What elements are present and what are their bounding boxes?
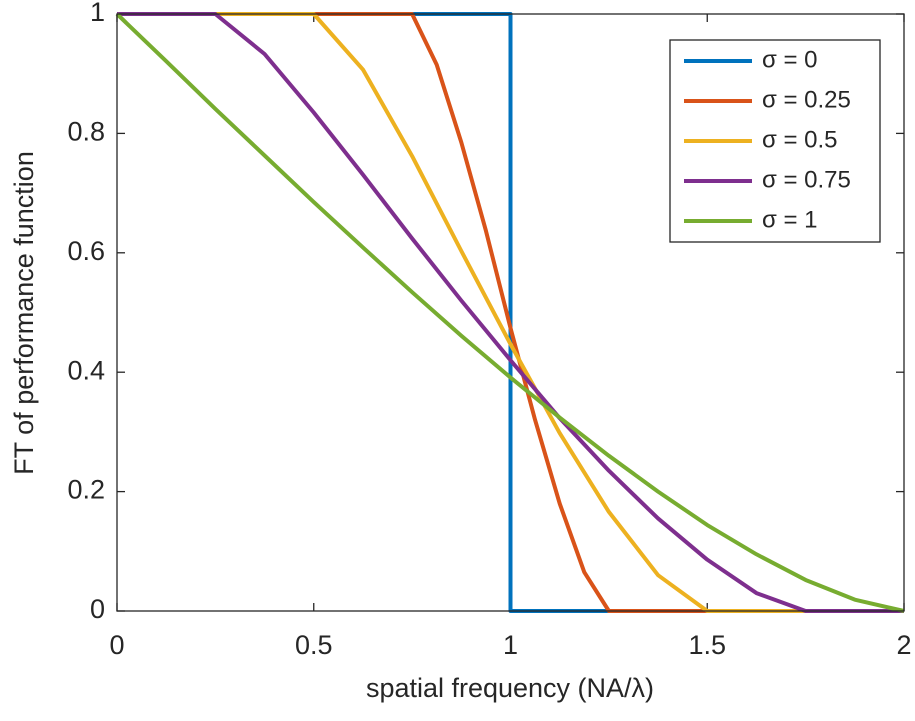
y-tick-label: 0.2 — [67, 475, 105, 505]
y-tick-label: 0.4 — [67, 355, 105, 385]
y-axis-label: FT of performance function — [9, 151, 39, 475]
y-tick-label: 0.8 — [67, 117, 105, 147]
legend-label: σ = 1 — [762, 206, 818, 233]
series-line — [117, 12, 904, 613]
x-tick-label: 2 — [896, 630, 911, 660]
legend: σ = 0 σ = 0.25 σ = 0.5 σ = 0.75 σ = 1 — [669, 39, 881, 243]
legend-label: σ = 0.25 — [762, 86, 851, 113]
y-tick-label: 0.6 — [67, 236, 105, 266]
series-line — [115, 12, 905, 613]
y-tick-label: 0 — [90, 594, 105, 624]
x-axis-label: spatial frequency (NA/λ) — [366, 673, 654, 703]
legend-label: σ = 0 — [762, 46, 818, 73]
y-tick-label: 1 — [90, 0, 105, 27]
series-line — [117, 12, 904, 613]
x-tick-label: 0.5 — [295, 630, 333, 660]
x-tick-label: 1 — [503, 630, 518, 660]
x-tick-label: 1.5 — [688, 630, 726, 660]
x-tick-label: 0 — [109, 630, 124, 660]
legend-label: σ = 0.5 — [762, 126, 838, 153]
series-line — [117, 12, 904, 613]
plot-frame — [116, 13, 905, 612]
legend-label: σ = 0.75 — [762, 166, 851, 193]
